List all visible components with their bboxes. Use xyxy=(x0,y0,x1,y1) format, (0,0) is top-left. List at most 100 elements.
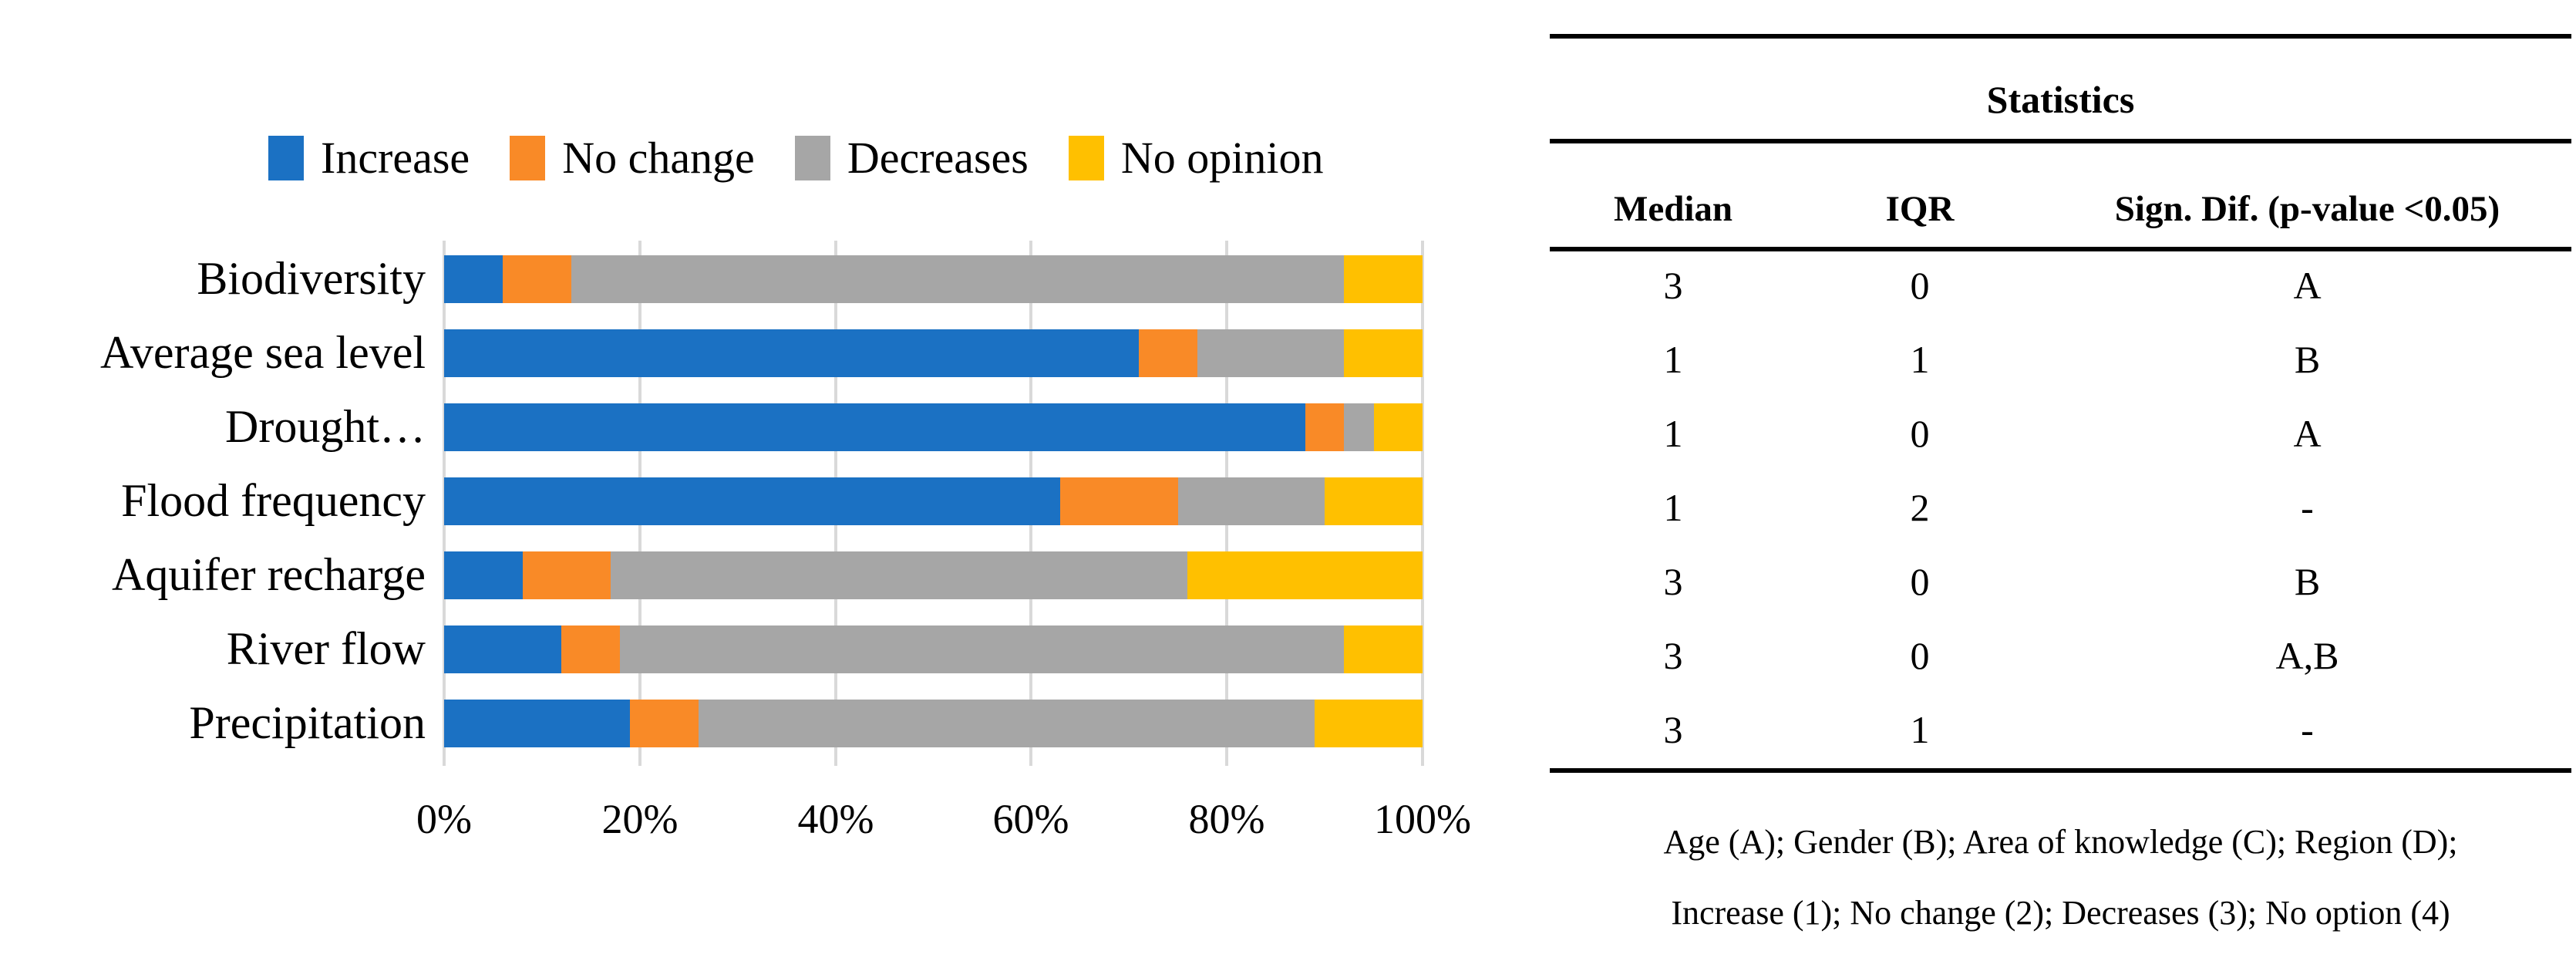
category-label: Drought… xyxy=(225,401,426,452)
table-rule-under-title xyxy=(1550,139,2571,143)
table-cell: 0 xyxy=(1910,634,1930,677)
category-label: Biodiversity xyxy=(197,253,426,304)
bar-segment-increase xyxy=(444,700,631,747)
bar-row-river-flow xyxy=(444,625,1423,673)
bar-segment-increase xyxy=(444,403,1305,451)
bar-segment-no-opinion xyxy=(1373,403,1423,451)
legend-swatch-decreases-icon xyxy=(794,136,830,180)
column-header-sign-dif: Sign. Dif. (p-value <0.05) xyxy=(2114,189,2500,229)
bar-segment-no-change xyxy=(1060,477,1178,525)
table-cell: A xyxy=(2293,264,2322,307)
table-cell: 0 xyxy=(1910,560,1930,603)
legend-swatch-no-opinion-icon xyxy=(1068,136,1104,180)
bar-segment-no-opinion xyxy=(1344,329,1423,377)
category-label: Average sea level xyxy=(100,327,426,378)
axis-tick-label: 80% xyxy=(1188,796,1265,842)
table-cell: - xyxy=(2301,708,2314,751)
table-cell: 1 xyxy=(1910,338,1930,381)
table-title: Statistics xyxy=(1986,78,2135,121)
table-row: 1 0 A xyxy=(1550,396,2571,470)
category-label: Flood frequency xyxy=(121,475,426,526)
bar-segment-no-change xyxy=(1138,329,1198,377)
x-axis: 0% 20% 40% 60% 80% 100% xyxy=(0,796,1504,850)
axis-tick-label: 100% xyxy=(1374,796,1471,842)
table-cell: 1 xyxy=(1663,338,1683,381)
legend-label-decreases: Decreases xyxy=(847,133,1029,183)
stacked-bar-chart: Increase No change Decreases No opinion … xyxy=(0,133,1504,850)
bar-row-aquifer-recharge xyxy=(444,551,1423,599)
column-header-median: Median xyxy=(1613,189,1733,229)
bar-segment-increase xyxy=(444,477,1061,525)
bar-segment-decreases xyxy=(1344,403,1374,451)
table-rule-under-header xyxy=(1550,247,2571,251)
bar-segment-no-opinion xyxy=(1315,700,1423,747)
bar-row-biodiversity xyxy=(444,255,1423,303)
bar-segment-increase xyxy=(444,551,523,599)
bar-segment-decreases xyxy=(571,255,1345,303)
bar-segment-increase xyxy=(444,255,503,303)
table-cell: 2 xyxy=(1910,486,1930,529)
bar-segment-increase xyxy=(444,329,1139,377)
category-label: Precipitation xyxy=(189,697,426,748)
table-cell: 3 xyxy=(1663,634,1683,677)
legend-item-decreases: Decreases xyxy=(794,133,1029,184)
table-cell: - xyxy=(2301,486,2314,529)
table-rule-bottom xyxy=(1550,768,2571,773)
bar-segment-no-change xyxy=(503,255,571,303)
table-row: 3 0 B xyxy=(1550,545,2571,619)
table-body: 3 0 A 1 1 B 1 0 A 1 2 - 3 0 B 3 0 A,B 3 1 - xyxy=(1550,248,2571,767)
bar-row-drought xyxy=(444,403,1423,451)
bar-segment-no-opinion xyxy=(1325,477,1423,525)
table-cell: 3 xyxy=(1663,264,1683,307)
legend-item-increase: Increase xyxy=(268,133,470,184)
axis-tick-label: 20% xyxy=(601,796,679,842)
bar-row-average-sea-level xyxy=(444,329,1423,377)
bar-row-precipitation xyxy=(444,700,1423,747)
chart-legend: Increase No change Decreases No opinion xyxy=(268,133,1324,184)
plot-area xyxy=(443,241,1424,766)
bar-segment-decreases xyxy=(620,625,1345,673)
table-cell: 0 xyxy=(1910,412,1930,455)
table-row: 1 2 - xyxy=(1550,470,2571,545)
table-cell: 0 xyxy=(1910,264,1930,307)
table-cell: 1 xyxy=(1663,412,1683,455)
table-cell: B xyxy=(2294,560,2321,603)
bar-segment-no-change xyxy=(561,625,621,673)
axis-tick-label: 40% xyxy=(797,796,874,842)
table-row: 3 0 A xyxy=(1550,248,2571,322)
table-rule-top xyxy=(1550,34,2571,39)
bar-segment-decreases xyxy=(1197,329,1345,377)
bar-segment-increase xyxy=(444,625,562,673)
legend-swatch-no-change-icon xyxy=(510,136,546,180)
gridline xyxy=(1421,241,1424,766)
table-header: Median IQR Sign. Dif. (p-value <0.05) xyxy=(1550,174,2571,244)
category-label: River flow xyxy=(226,623,426,674)
table-cell: 1 xyxy=(1910,708,1930,751)
table-cell: B xyxy=(2294,338,2321,381)
column-header-iqr: IQR xyxy=(1885,189,1955,229)
category-label: Aquifer recharge xyxy=(112,549,426,600)
axis-tick-label: 0% xyxy=(416,796,472,842)
legend-label-no-opinion: No opinion xyxy=(1120,133,1324,183)
bar-segment-no-change xyxy=(522,551,611,599)
legend-item-no-opinion: No opinion xyxy=(1068,133,1324,184)
table-row: 3 0 A,B xyxy=(1550,619,2571,693)
legend-label-increase: Increase xyxy=(321,133,470,183)
table-footnote: Increase (1); No change (2); Decreases (… xyxy=(1671,894,2450,932)
bar-segment-decreases xyxy=(698,700,1315,747)
bar-segment-no-change xyxy=(630,700,699,747)
table-row: 1 1 B xyxy=(1550,322,2571,396)
legend-swatch-increase-icon xyxy=(268,136,304,180)
bar-segment-decreases xyxy=(1177,477,1325,525)
table-row: 3 1 - xyxy=(1550,693,2571,767)
bar-segment-no-opinion xyxy=(1344,255,1423,303)
legend-item-no-change: No change xyxy=(510,133,755,184)
bar-row-flood-frequency xyxy=(444,477,1423,525)
bar-segment-no-opinion xyxy=(1187,551,1423,599)
table-cell: 3 xyxy=(1663,560,1683,603)
bar-segment-no-opinion xyxy=(1344,625,1423,673)
table-cell: A xyxy=(2293,412,2322,455)
legend-label-no-change: No change xyxy=(562,133,755,183)
table-cell: 1 xyxy=(1663,486,1683,529)
